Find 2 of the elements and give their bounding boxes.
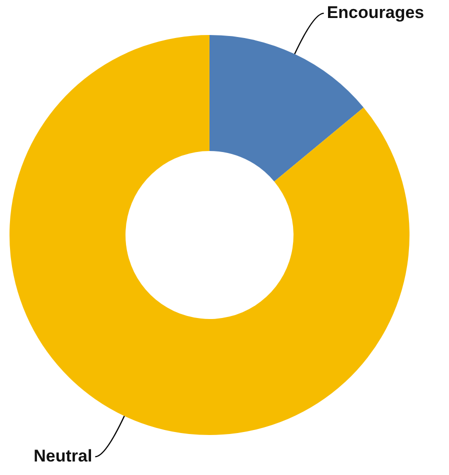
slice-label: Encourages <box>326 3 424 22</box>
slice-label: Neutral <box>34 446 92 466</box>
